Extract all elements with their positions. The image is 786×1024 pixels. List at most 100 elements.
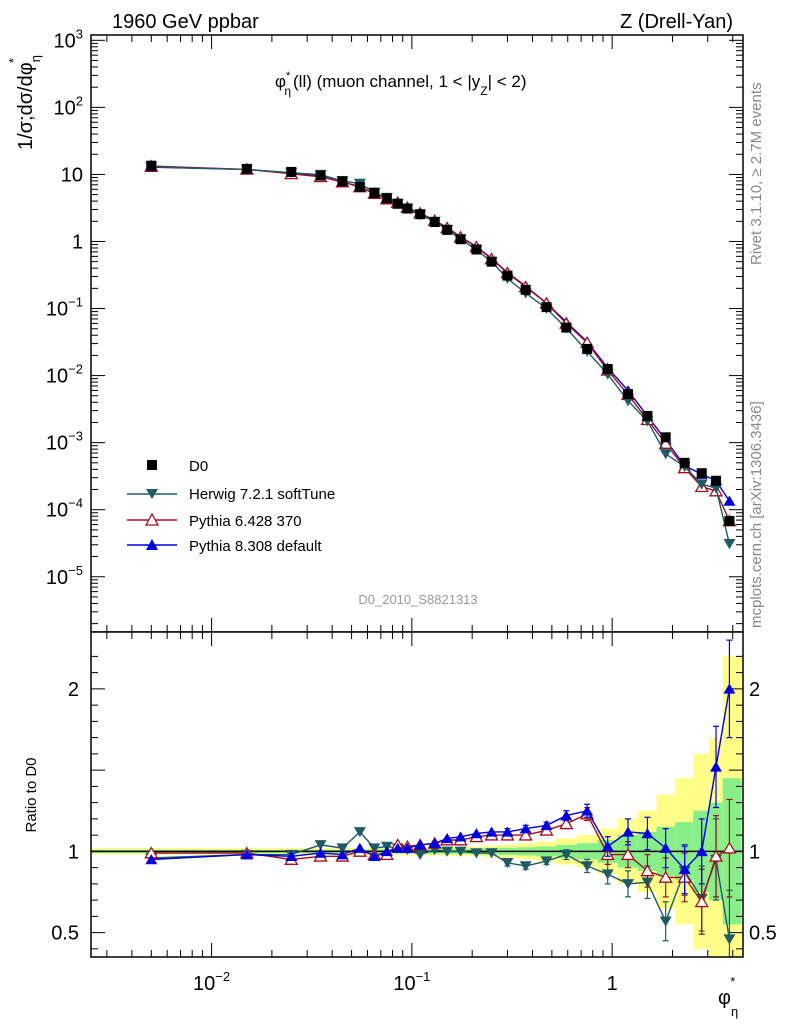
data-point-d0	[402, 203, 413, 214]
energy-label: 1960 GeV ppbar	[112, 11, 259, 33]
ratio-y-tick-label-right: 1	[749, 841, 760, 863]
ratio-point-herwig-7-2-1-softtune	[581, 861, 594, 872]
data-point-pythia-8-308-default	[723, 495, 736, 506]
ratio-y-tick-label-right: 0.5	[749, 923, 777, 945]
ratio-plot-area	[91, 632, 743, 957]
ratio-point-pythia-8-308-default	[336, 849, 349, 860]
ratio-point-pythia-8-308-default	[414, 839, 427, 850]
ratio-point-pythia-8-308-default	[401, 842, 414, 853]
data-point-pythia-6-428-370	[658, 436, 673, 449]
ratio-point-pythia-6-428-370	[559, 817, 574, 830]
legend-label-pythia6: Pythia 6.428 370	[189, 513, 302, 530]
data-point-d0	[429, 217, 440, 228]
x-tick-label: 1	[607, 973, 618, 995]
ratio-point-pythia-8-308-default	[659, 842, 672, 853]
ratio-point-herwig-7-2-1-softtune	[353, 827, 366, 838]
x-tick-label: 10−1	[393, 969, 430, 995]
ratio-point-pythia-8-308-default	[428, 837, 441, 849]
ratio-point-herwig-7-2-1-softtune	[659, 916, 672, 927]
data-point-d0	[696, 468, 707, 479]
main-plot-area	[91, 35, 743, 632]
ratio-frame	[90, 631, 744, 958]
ratio-point-pythia-8-308-default	[391, 842, 404, 853]
ratio-panel: 2 2 1 1 0.5 0.5 Ratio to D0	[23, 631, 777, 958]
ratio-point-pythia-6-428-370	[658, 870, 673, 883]
data-point-d0	[561, 322, 572, 333]
data-point-d0	[486, 256, 497, 267]
legend-marker-pythia6	[144, 512, 160, 526]
ratio-point-herwig-7-2-1-softtune	[470, 848, 483, 859]
ratio-point-pythia-6-428-370	[708, 849, 724, 862]
main-y-tick-label: 10−3	[46, 429, 83, 455]
data-point-herwig-7-2-1-softtune	[695, 479, 708, 490]
data-point-d0	[724, 515, 735, 526]
data-point-d0	[471, 244, 482, 255]
ratio-point-herwig-7-2-1-softtune	[501, 857, 514, 869]
ratio-point-pythia-8-308-default	[368, 850, 381, 862]
x-axis-label: φη*	[718, 974, 738, 1019]
ratio-point-pythia-8-308-default	[145, 854, 158, 865]
ratio-series	[144, 639, 737, 958]
ratio-point-herwig-7-2-1-softtune	[560, 849, 573, 861]
legend-label-d0: D0	[189, 458, 208, 475]
main-y-tick-label: 103	[54, 26, 83, 52]
main-y-tick-label: 102	[54, 93, 83, 119]
legend: D0 Herwig 7.2.1 softTune Pythia 6.428 37…	[127, 458, 335, 555]
data-point-d0	[660, 432, 671, 443]
ratio-point-pythia-8-308-default	[501, 826, 514, 837]
data-point-d0	[602, 364, 613, 375]
data-point-d0	[642, 410, 653, 421]
ratio-point-pythia-8-308-default	[678, 863, 691, 875]
main-series	[144, 159, 737, 550]
data-point-d0	[541, 302, 552, 313]
ratio-point-pythia-8-308-default	[485, 826, 498, 837]
source-label: mcplots.cern.ch [arXiv:1306.3436]	[748, 401, 765, 628]
main-y-tick-label: 10−5	[46, 563, 83, 589]
main-y-tick-label: 1	[72, 231, 83, 253]
x-tick-labels: 10−2 10−1 1	[193, 969, 618, 995]
ratio-point-herwig-7-2-1-softtune	[723, 934, 736, 945]
data-point-herwig-7-2-1-softtune	[659, 449, 672, 460]
data-point-d0	[442, 224, 453, 235]
ratio-point-herwig-7-2-1-softtune	[414, 849, 427, 861]
ratio-ylabel: Ratio to D0	[23, 757, 40, 832]
ratio-point-herwig-7-2-1-softtune	[540, 856, 553, 867]
legend-marker-herwig	[146, 489, 158, 499]
ratio-y-tick-label: 0.5	[51, 923, 79, 945]
analysis-watermark: D0_2010_S8821313	[358, 592, 477, 607]
ratio-point-pythia-8-308-default	[710, 761, 723, 772]
data-point-d0	[337, 176, 348, 187]
ratio-point-pythia-8-308-default	[285, 850, 298, 862]
ratio-point-herwig-7-2-1-softtune	[454, 846, 467, 857]
ratio-point-pythia-8-308-default	[519, 823, 532, 834]
ratio-point-herwig-7-2-1-softtune	[336, 843, 349, 854]
ratio-point-pythia-8-308-default	[560, 810, 573, 821]
main-y-tick-label: 10−1	[46, 295, 83, 321]
ratio-ticks: 2 2 1 1 0.5 0.5	[51, 632, 777, 957]
ratio-point-pythia-8-308-default	[314, 847, 327, 858]
main-y-tick-label: 10−4	[46, 496, 83, 522]
ratio-point-pythia-6-428-370	[640, 864, 655, 877]
ratio-point-pythia-8-308-default	[622, 826, 635, 837]
legend-entry-pythia6: Pythia 6.428 370	[127, 512, 302, 530]
legend-entry-herwig: Herwig 7.2.1 softTune	[127, 486, 335, 503]
ratio-point-pythia-6-428-370	[694, 895, 709, 908]
ratio-point-pythia-8-308-default	[581, 805, 594, 816]
ratio-point-pythia-6-428-370	[518, 828, 533, 841]
data-point-d0	[381, 193, 392, 204]
legend-label-herwig: Herwig 7.2.1 softTune	[189, 486, 335, 503]
ratio-point-pythia-6-428-370	[620, 847, 636, 861]
ratio-point-herwig-7-2-1-softtune	[601, 869, 614, 880]
ratio-point-pythia-8-308-default	[641, 828, 654, 839]
process-label: Z (Drell-Yan)	[620, 11, 733, 33]
ratio-point-pythia-8-308-default	[353, 842, 366, 853]
legend-entry-pythia8: Pythia 8.308 default	[127, 538, 322, 555]
data-point-d0	[679, 457, 690, 468]
x-tick-label: 10−2	[193, 969, 230, 995]
rivet-label: Rivet 3.1.10, ≥ 2.7M events	[748, 83, 765, 266]
plot-title: φ* η (ll) (muon channel, 1 < |yZ| < 2)	[275, 70, 527, 98]
data-point-herwig-7-2-1-softtune	[723, 539, 736, 550]
ratio-point-pythia-8-308-default	[454, 831, 467, 842]
